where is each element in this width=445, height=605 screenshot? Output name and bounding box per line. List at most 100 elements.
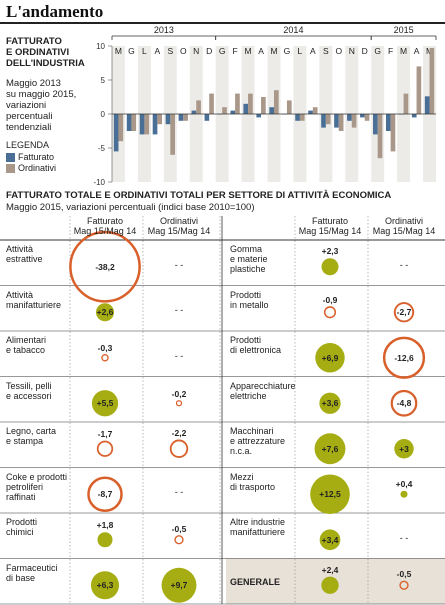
bar-ordinativi — [299, 114, 305, 121]
sector-label-line: Mezzi — [230, 471, 254, 482]
sector-label-line: e stampa — [6, 436, 44, 446]
bar-ordinativi — [248, 93, 253, 114]
no-data-dash: - - — [399, 532, 409, 543]
sector-label-line: e attrezzature — [230, 436, 286, 446]
month-label: O — [335, 46, 342, 56]
sector-label: Gomma e materie plastiche — [230, 244, 268, 274]
sector-label-line: Coke e prodotti — [6, 471, 68, 482]
bar-ordinativi — [209, 93, 214, 114]
month-label: A — [155, 46, 161, 56]
month-label: M — [270, 46, 277, 56]
bar-ordinativi — [312, 107, 318, 114]
value-label: +6,3 — [96, 580, 114, 591]
sector-label-line: manifatturiere — [6, 299, 62, 310]
positive-bubble — [400, 490, 408, 498]
sector-table-title: FATTURATO TOTALE E ORDINATIVI TOTALI PER… — [6, 190, 392, 201]
title-divider — [0, 22, 445, 24]
negative-bubble — [323, 306, 337, 319]
value-label: -0,2 — [171, 388, 187, 399]
bar-ordinativi — [183, 114, 188, 121]
chart-heading-line: FATTURATO — [6, 36, 62, 47]
page-title: L'andamento — [6, 2, 104, 21]
bar-ordinativi — [118, 114, 124, 142]
month-label: G — [219, 46, 226, 56]
value-label: +3,4 — [321, 534, 339, 545]
bar-ordinativi — [274, 90, 279, 114]
month-label: M — [245, 46, 252, 56]
value-label: -0,5 — [396, 569, 412, 580]
month-label: A — [258, 46, 264, 56]
value-label: +9,7 — [170, 580, 188, 591]
column-header-line: Mag 15/Mag 14 — [147, 226, 211, 236]
sector-label-line: elettriche — [230, 390, 267, 401]
legend-swatch-ordinativi — [6, 164, 15, 173]
sector-label: Altre industrie manifatturiere — [230, 517, 285, 537]
value-label: +2,6 — [96, 307, 114, 318]
sector-label-line: Attività — [6, 244, 34, 254]
negative-bubble — [174, 535, 184, 545]
bar-fatturato — [243, 103, 249, 114]
sector-label: Prodotti chimici — [6, 517, 37, 537]
bar-fatturato — [126, 114, 132, 131]
month-label: F — [233, 46, 238, 56]
negative-bubble — [175, 400, 183, 407]
sector-label-line: Apparecchiature — [230, 380, 296, 391]
positive-bubble — [321, 258, 339, 276]
value-label: +1,8 — [96, 520, 114, 531]
bar-ordinativi — [144, 114, 150, 135]
sector-label-line: n.c.a. — [230, 446, 253, 456]
bar-fatturato — [165, 114, 171, 125]
bar-ordinativi — [403, 93, 409, 114]
no-data-dash: - - — [174, 487, 184, 498]
value-label: -2,7 — [396, 307, 412, 318]
month-label: M — [115, 46, 122, 56]
bar-ordinativi — [364, 114, 370, 121]
year-label: 2013 — [154, 25, 174, 35]
month-label: N — [349, 46, 355, 56]
column-header-ordinativi: Ordinativi Mag 15/Mag 14 — [364, 216, 444, 236]
bar-ordinativi — [429, 48, 435, 114]
sector-label-line: Prodotti — [6, 517, 38, 527]
sector-label-line: petroliferi — [6, 481, 44, 492]
negative-bubble — [101, 354, 109, 362]
sector-label: Coke e prodotti petroliferi raffinati — [6, 472, 67, 502]
column-header-ordinativi: Ordinativi Mag 15/Mag 14 — [139, 216, 219, 236]
month-label: L — [142, 46, 147, 56]
sector-label: Attività estrattive — [6, 244, 43, 264]
bar-fatturato — [295, 114, 300, 121]
bar-ordinativi — [261, 97, 266, 114]
y-tick-label: -5 — [98, 144, 106, 153]
bar-fatturato — [191, 110, 197, 114]
column-header-line: Ordinativi — [159, 216, 198, 226]
monthly-bar-chart: 201320142015MGLASONDGFMAMGLASONDGFMAM105… — [93, 25, 437, 187]
bar-fatturato — [321, 114, 326, 128]
sector-label-line: in metallo — [230, 299, 269, 310]
sector-label-line: Prodotti — [230, 335, 262, 345]
value-label: +2,3 — [321, 246, 339, 257]
negative-bubble — [399, 580, 409, 590]
sector-label-line: manifatturiere — [230, 527, 286, 537]
sector-label-line: Macchinari — [230, 426, 274, 436]
bar-ordinativi — [390, 114, 396, 152]
sector-label-line: GENERALE — [230, 576, 281, 587]
bar-fatturato — [204, 114, 210, 121]
sector-label-line: estrattive — [6, 254, 43, 264]
y-tick-label: 0 — [101, 110, 106, 119]
chart-heading-line: DELL'INDUSTRIA — [6, 58, 85, 69]
column-header-line: Mag 15/Mag 14 — [298, 226, 362, 236]
sector-label-line: Farmaceutici — [6, 562, 58, 573]
bar-fatturato — [139, 114, 145, 135]
sector-label-line: e accessori — [6, 390, 52, 401]
bar-fatturato — [385, 114, 391, 131]
value-label: -1,7 — [97, 429, 113, 440]
bar-fatturato — [334, 114, 339, 128]
negative-bubble — [169, 439, 189, 458]
sector-label-line: e tabacco — [6, 345, 46, 355]
bar-ordinativi — [377, 114, 383, 159]
column-header-line: Fatturato — [311, 216, 349, 226]
column-header-line: Mag 15/Mag 14 — [73, 226, 137, 236]
month-label: N — [193, 46, 199, 56]
legend-title: LEGENDA — [6, 140, 50, 150]
positive-bubble — [97, 532, 113, 548]
column-header-fatturato: Fatturato Mag 15/Mag 14 — [65, 216, 145, 236]
